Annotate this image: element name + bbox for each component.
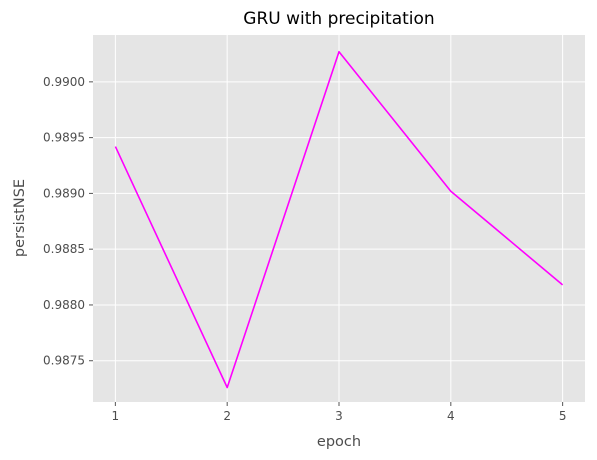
y-tick-label: 0.9895: [43, 131, 85, 145]
chart-title: GRU with precipitation: [243, 9, 434, 29]
y-tick-label: 0.9885: [43, 242, 85, 256]
x-tick-label: 3: [335, 409, 343, 423]
tick-labels: 1 2 3 4 5 0.9875 0.9880 0.9885 0.9890 0.9895 0.990…: [43, 75, 566, 423]
y-tick-label: 0.9880: [43, 298, 85, 312]
x-tick-label: 4: [447, 409, 455, 423]
x-tick-label: 5: [559, 409, 567, 423]
x-tick-label: 2: [223, 409, 231, 423]
grid: [93, 35, 585, 402]
y-tick-label: 0.9875: [43, 354, 85, 368]
series-line: [114, 50, 564, 389]
y-axis-label: persistNSE: [12, 179, 28, 257]
x-tick-label: 1: [112, 409, 120, 423]
x-axis-label: epoch: [317, 434, 361, 450]
y-tick-label: 0.9890: [43, 186, 85, 200]
y-tick-label: 0.9900: [43, 75, 85, 89]
series-group: [114, 50, 564, 389]
